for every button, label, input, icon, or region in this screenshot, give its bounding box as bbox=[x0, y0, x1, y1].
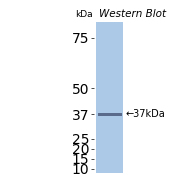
Bar bbox=[98, 113, 122, 116]
Bar bbox=[96, 22, 123, 173]
Text: ←37kDa: ←37kDa bbox=[126, 109, 166, 119]
Text: Western Blot: Western Blot bbox=[99, 9, 166, 19]
Text: kDa: kDa bbox=[75, 10, 92, 19]
